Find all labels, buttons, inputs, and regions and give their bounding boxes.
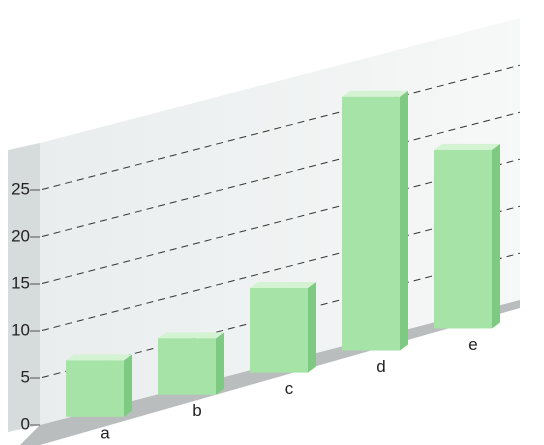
bar-side <box>124 354 132 417</box>
bar <box>434 149 492 329</box>
bar-top <box>158 332 224 339</box>
x-tick-label: a <box>100 423 110 442</box>
bar-top <box>250 282 316 289</box>
x-tick-label: e <box>468 335 477 354</box>
bar-side <box>308 282 316 373</box>
bar <box>66 360 124 417</box>
y-tick-label: 10 <box>11 320 30 339</box>
bar <box>250 288 308 373</box>
grid-line <box>41 64 521 190</box>
bar-top <box>342 90 408 97</box>
x-tick-label: d <box>376 357 385 376</box>
side-wall <box>8 143 40 432</box>
x-tick-label: b <box>192 401 201 420</box>
y-tick-label: 25 <box>11 179 30 198</box>
bar-top <box>66 354 132 361</box>
bar <box>158 338 216 395</box>
bar-side <box>216 332 224 395</box>
y-tick-label: 5 <box>21 367 30 386</box>
grid-line <box>41 111 521 237</box>
bar-side <box>400 90 408 351</box>
bar-top <box>434 143 500 150</box>
x-tick-label: c <box>285 379 294 398</box>
y-tick-label: 0 <box>21 414 30 433</box>
y-tick-label: 20 <box>11 226 30 245</box>
bar-side <box>492 143 500 329</box>
y-tick-label: 15 <box>11 273 30 292</box>
bar <box>342 96 400 351</box>
